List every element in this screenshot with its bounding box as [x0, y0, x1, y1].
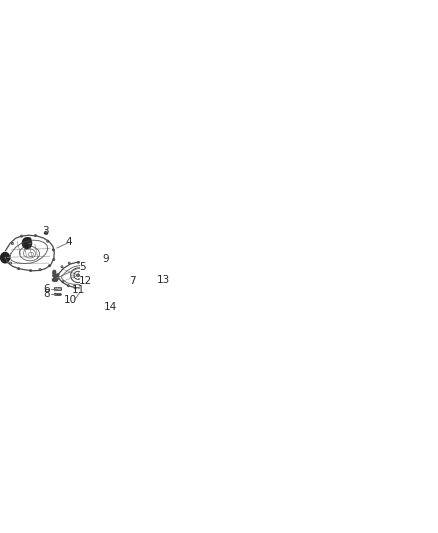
Text: 3: 3: [42, 225, 49, 236]
Circle shape: [93, 268, 94, 269]
Circle shape: [45, 232, 47, 233]
Circle shape: [112, 283, 113, 285]
Text: 14: 14: [104, 302, 117, 312]
Circle shape: [49, 265, 50, 266]
Text: 2: 2: [25, 237, 32, 247]
FancyBboxPatch shape: [54, 288, 61, 290]
Circle shape: [18, 268, 19, 269]
Circle shape: [110, 296, 113, 297]
Circle shape: [53, 271, 55, 272]
Text: 10: 10: [64, 295, 77, 304]
Circle shape: [47, 241, 48, 242]
Circle shape: [74, 287, 75, 288]
Text: 7: 7: [129, 276, 135, 286]
Text: 13: 13: [157, 275, 170, 285]
Circle shape: [54, 293, 57, 295]
Text: 11: 11: [71, 285, 85, 295]
Text: 4: 4: [66, 237, 73, 247]
Circle shape: [30, 270, 31, 271]
Circle shape: [99, 280, 101, 282]
Circle shape: [115, 285, 117, 286]
Circle shape: [96, 273, 97, 274]
Circle shape: [95, 280, 96, 281]
Circle shape: [114, 297, 116, 299]
Circle shape: [102, 281, 105, 284]
Circle shape: [116, 280, 118, 282]
Circle shape: [12, 243, 13, 244]
Text: 12: 12: [79, 276, 92, 286]
Circle shape: [106, 306, 109, 308]
Circle shape: [58, 274, 59, 275]
Circle shape: [102, 294, 103, 296]
Ellipse shape: [102, 277, 106, 284]
Circle shape: [111, 291, 113, 293]
Circle shape: [7, 256, 8, 257]
Circle shape: [99, 269, 100, 270]
Circle shape: [53, 259, 54, 260]
Text: 1: 1: [3, 252, 10, 262]
Circle shape: [100, 291, 102, 293]
Circle shape: [83, 287, 84, 288]
Circle shape: [99, 284, 100, 286]
Circle shape: [10, 263, 11, 264]
Circle shape: [114, 293, 117, 295]
Text: 5: 5: [79, 262, 86, 272]
Circle shape: [35, 235, 36, 236]
Circle shape: [104, 285, 106, 287]
Circle shape: [86, 263, 87, 264]
Circle shape: [99, 277, 101, 279]
Circle shape: [90, 262, 93, 264]
Circle shape: [68, 285, 69, 286]
Circle shape: [112, 279, 114, 281]
Circle shape: [21, 236, 22, 237]
Circle shape: [39, 269, 41, 270]
Text: 8: 8: [44, 289, 50, 299]
Text: 9: 9: [102, 254, 109, 264]
Circle shape: [53, 249, 54, 251]
Circle shape: [115, 288, 117, 290]
Circle shape: [105, 288, 107, 290]
Circle shape: [77, 274, 79, 277]
Circle shape: [78, 262, 79, 263]
Text: 6: 6: [44, 284, 50, 294]
Circle shape: [111, 287, 113, 289]
